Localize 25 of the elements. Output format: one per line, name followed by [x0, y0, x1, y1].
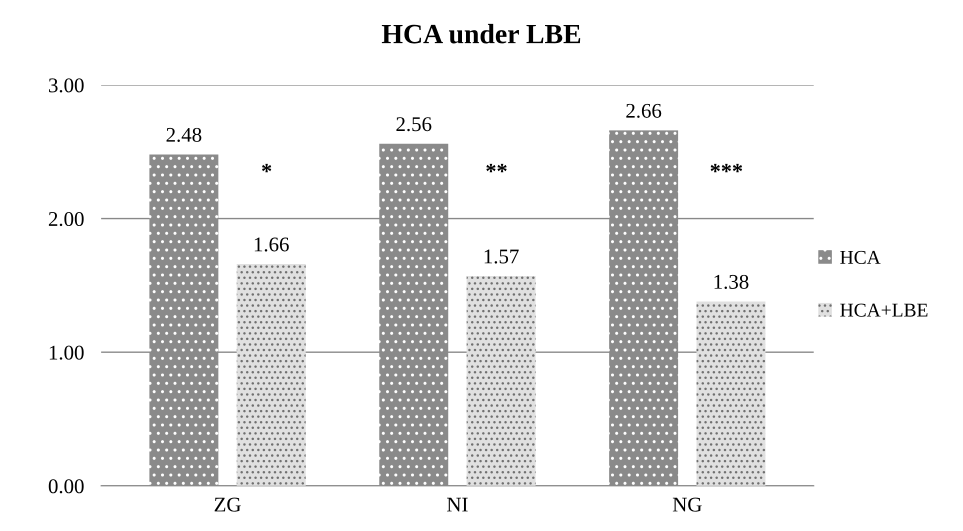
annotation: *** — [710, 164, 742, 172]
bar — [696, 301, 766, 486]
legend-label: HCA+LBE — [840, 304, 928, 317]
y-tick-label: 3.00 — [48, 78, 84, 92]
data-label: 2.56 — [396, 117, 432, 132]
legend-label: HCA — [840, 250, 881, 264]
data-label: 2.66 — [626, 104, 662, 118]
bar — [149, 154, 218, 486]
data-label: 1.66 — [254, 237, 289, 252]
bar — [236, 264, 306, 486]
x-tick-label: ZG — [214, 498, 241, 512]
data-label: 1.57 — [484, 250, 519, 264]
chart-title: HCA under LBE — [382, 24, 580, 44]
data-label: 2.48 — [166, 128, 202, 142]
data-label: 1.38 — [714, 274, 748, 289]
annotation: ** — [486, 164, 507, 172]
y-tick-label: 1.00 — [50, 346, 84, 360]
bar — [466, 276, 536, 486]
bar — [609, 130, 678, 486]
bar — [379, 144, 448, 486]
annotation: * — [262, 164, 272, 172]
x-tick-label: NI — [447, 498, 468, 512]
y-tick-label: 0.00 — [48, 479, 84, 494]
x-tick-label: NG — [672, 498, 702, 512]
y-tick-label: 2.00 — [48, 212, 84, 226]
